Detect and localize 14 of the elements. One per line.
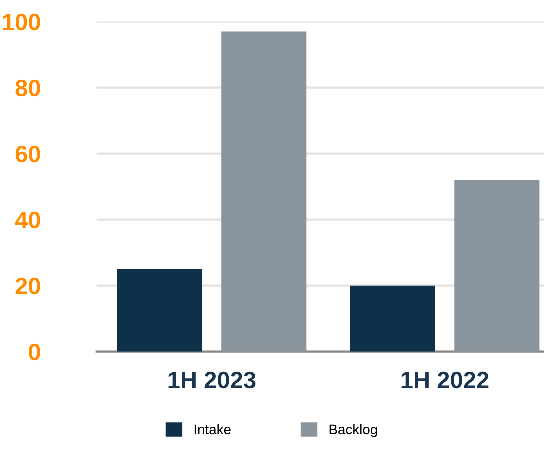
- legend-label: Intake: [194, 424, 231, 435]
- bar: [117, 269, 202, 352]
- bar: [350, 286, 436, 352]
- y-tick-label: 20: [16, 278, 40, 295]
- x-tick-label: 1H 2022: [402, 372, 489, 389]
- y-tick-label: 40: [15, 212, 40, 229]
- x-tick-label: 1H 2023: [168, 372, 256, 389]
- y-tick-label: 80: [16, 80, 40, 97]
- bar: [222, 32, 307, 352]
- bar: [454, 180, 540, 352]
- y-tick-label: 60: [16, 146, 40, 163]
- y-tick-label: 100: [3, 14, 40, 31]
- legend-label: Backlog: [330, 424, 378, 438]
- y-tick-label: 0: [29, 344, 40, 361]
